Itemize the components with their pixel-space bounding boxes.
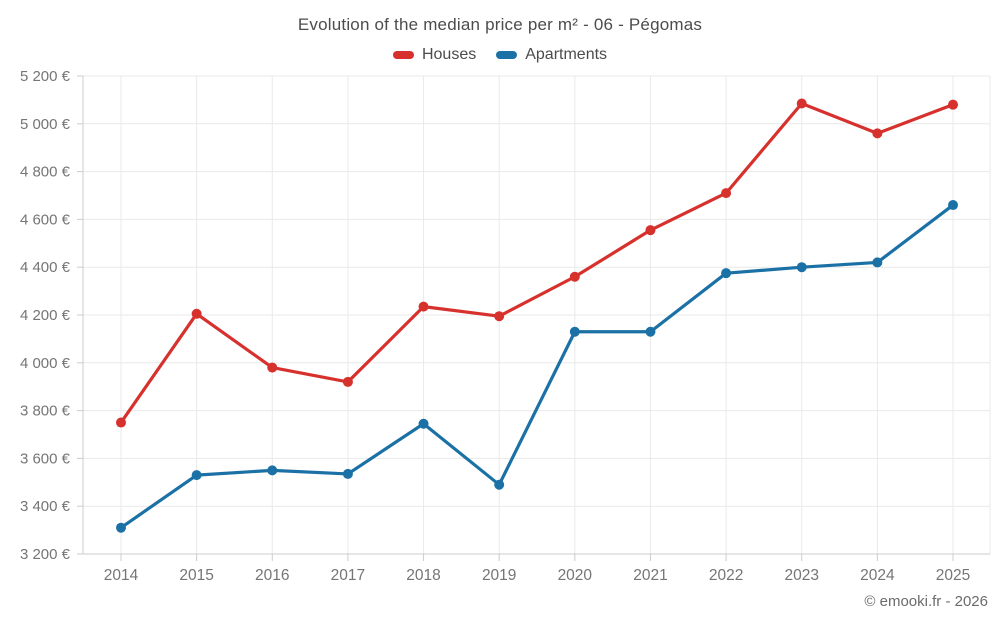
series-line-houses <box>119 101 955 425</box>
y-tick-label: 5 200 € <box>20 68 71 85</box>
data-point-apartments-2024[interactable] <box>872 257 883 268</box>
data-point-houses-2018[interactable] <box>418 301 429 312</box>
data-point-houses-2016[interactable] <box>267 362 278 373</box>
y-tick-label: 3 800 € <box>20 403 71 420</box>
legend-label-houses: Houses <box>421 46 477 63</box>
data-point-houses-2015[interactable] <box>191 308 202 319</box>
data-point-apartments-2023[interactable] <box>796 262 807 273</box>
houses-series-swatch <box>392 51 414 59</box>
data-point-apartments-2021[interactable] <box>645 326 656 337</box>
data-point-houses-2020[interactable] <box>569 271 580 282</box>
x-tick-label: 2021 <box>633 567 667 584</box>
data-point-apartments-2022[interactable] <box>721 268 732 279</box>
data-point-houses-2014[interactable] <box>116 417 126 428</box>
y-tick-label: 4 200 € <box>20 307 71 324</box>
data-point-houses-2017[interactable] <box>342 376 353 387</box>
legend-item-houses[interactable]: Houses <box>392 46 477 64</box>
data-point-apartments-2014[interactable] <box>116 522 126 533</box>
x-tick-label: 2017 <box>331 567 365 584</box>
x-tick-label: 2025 <box>936 567 970 584</box>
x-tick-label: 2015 <box>179 567 213 584</box>
x-tick-label: 2024 <box>860 567 895 584</box>
data-point-apartments-2019[interactable] <box>494 479 505 490</box>
y-tick-label: 3 400 € <box>20 498 71 515</box>
chart-title: Evolution of the median price per m² - 0… <box>297 15 703 34</box>
x-tick-label: 2023 <box>784 567 818 584</box>
y-tick-label: 5 000 € <box>20 116 71 133</box>
apartments-series-swatch <box>496 51 518 59</box>
x-tick-label: 2019 <box>482 567 516 584</box>
data-point-apartments-2020[interactable] <box>569 326 580 337</box>
y-tick-label: 4 400 € <box>20 259 71 276</box>
data-point-houses-2023[interactable] <box>796 98 807 109</box>
legend-item-apartments[interactable]: Apartments <box>496 46 607 64</box>
x-tick-label: 2016 <box>255 567 289 584</box>
data-point-houses-2024[interactable] <box>872 128 883 139</box>
data-point-apartments-2018[interactable] <box>418 418 429 429</box>
copyright-credit: © emooki.fr - 2026 <box>864 593 988 610</box>
data-point-apartments-2025[interactable] <box>948 200 958 211</box>
series-line-apartments <box>119 203 955 530</box>
y-tick-label: 4 000 € <box>20 355 71 372</box>
x-tick-label: 2022 <box>709 567 743 584</box>
y-tick-label: 4 600 € <box>20 211 71 228</box>
y-tick-label: 3 200 € <box>20 546 71 563</box>
x-tick-label: 2018 <box>406 567 440 584</box>
data-point-houses-2022[interactable] <box>721 188 732 199</box>
x-tick-label: 2014 <box>104 567 139 584</box>
data-point-houses-2025[interactable] <box>948 99 958 110</box>
data-point-apartments-2017[interactable] <box>342 468 353 479</box>
data-point-houses-2021[interactable] <box>645 225 656 236</box>
y-tick-label: 3 600 € <box>20 450 71 467</box>
data-point-houses-2019[interactable] <box>494 311 505 322</box>
legend-label-apartments: Apartments <box>525 46 608 63</box>
chart-legend: Houses Apartments <box>0 46 1000 64</box>
x-tick-label: 2020 <box>558 567 593 584</box>
y-tick-label: 4 800 € <box>20 164 71 181</box>
data-point-apartments-2015[interactable] <box>191 470 202 481</box>
data-point-apartments-2016[interactable] <box>267 465 278 476</box>
